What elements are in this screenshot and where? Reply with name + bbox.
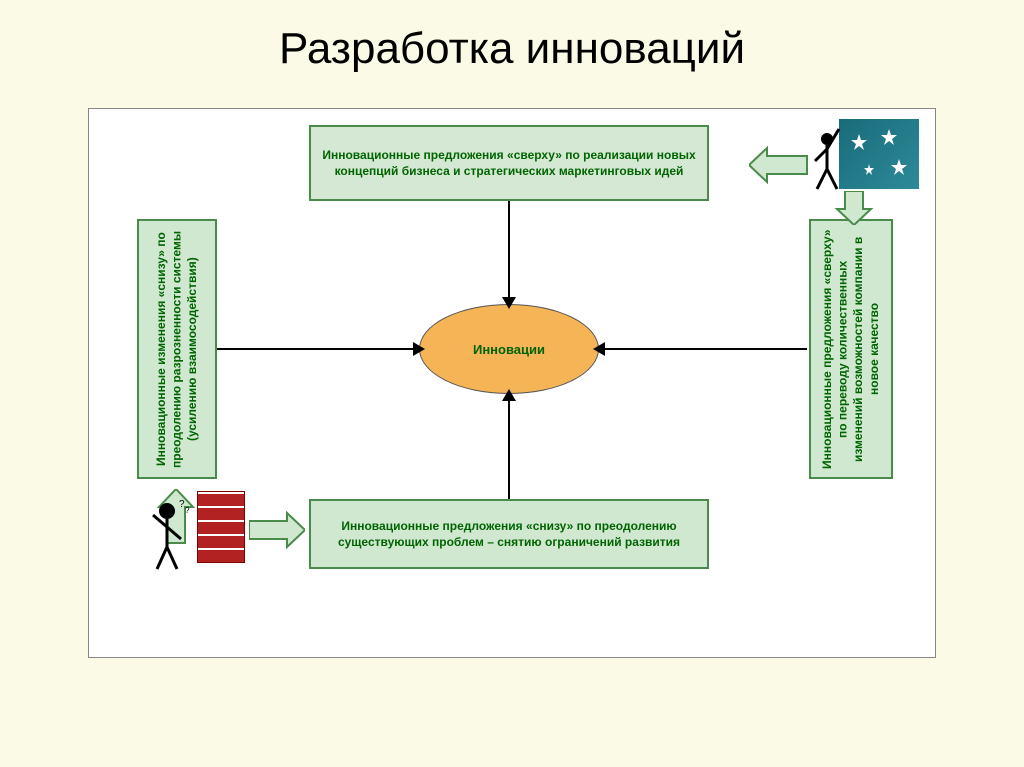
block-arrow-top-right xyxy=(749,144,809,186)
top-box: Инновационные предложения «сверху» по ре… xyxy=(309,125,709,201)
arrow-left xyxy=(217,348,417,350)
top-box-text: Инновационные предложения «сверху» по ре… xyxy=(317,147,701,179)
right-box-text: Инновационные предложения «сверху» по пе… xyxy=(820,227,882,471)
svg-text:?: ? xyxy=(185,506,190,515)
reaching-figure-icon xyxy=(807,123,847,195)
right-box: Инновационные предложения «сверху» по пе… xyxy=(809,219,893,479)
center-node: Инновации xyxy=(419,304,599,394)
left-box: Инновационные изменения «снизу» по преод… xyxy=(137,219,217,479)
arrow-bottom xyxy=(508,399,510,499)
arrowhead-top xyxy=(502,297,516,309)
arrow-right xyxy=(601,348,807,350)
arrowhead-left xyxy=(413,342,425,356)
block-arrow-right-down xyxy=(833,191,875,225)
wall-icon xyxy=(197,491,245,563)
left-box-text: Инновационные изменения «снизу» по преод… xyxy=(154,227,201,471)
block-arrow-bottom-left xyxy=(249,509,305,551)
bottom-box-text: Инновационные предложения «снизу» по пре… xyxy=(317,518,701,550)
diagram-canvas: Инновации Инновационные предложения «све… xyxy=(88,108,936,658)
arrowhead-right xyxy=(593,342,605,356)
bottom-box: Инновационные предложения «снизу» по пре… xyxy=(309,499,709,569)
center-label: Инновации xyxy=(473,342,545,357)
star-panel xyxy=(839,119,919,189)
arrow-top xyxy=(508,201,510,301)
page-title: Разработка инноваций xyxy=(0,0,1024,74)
arrowhead-bottom xyxy=(502,389,516,401)
thinking-figure-icon: ? ? xyxy=(145,499,195,574)
